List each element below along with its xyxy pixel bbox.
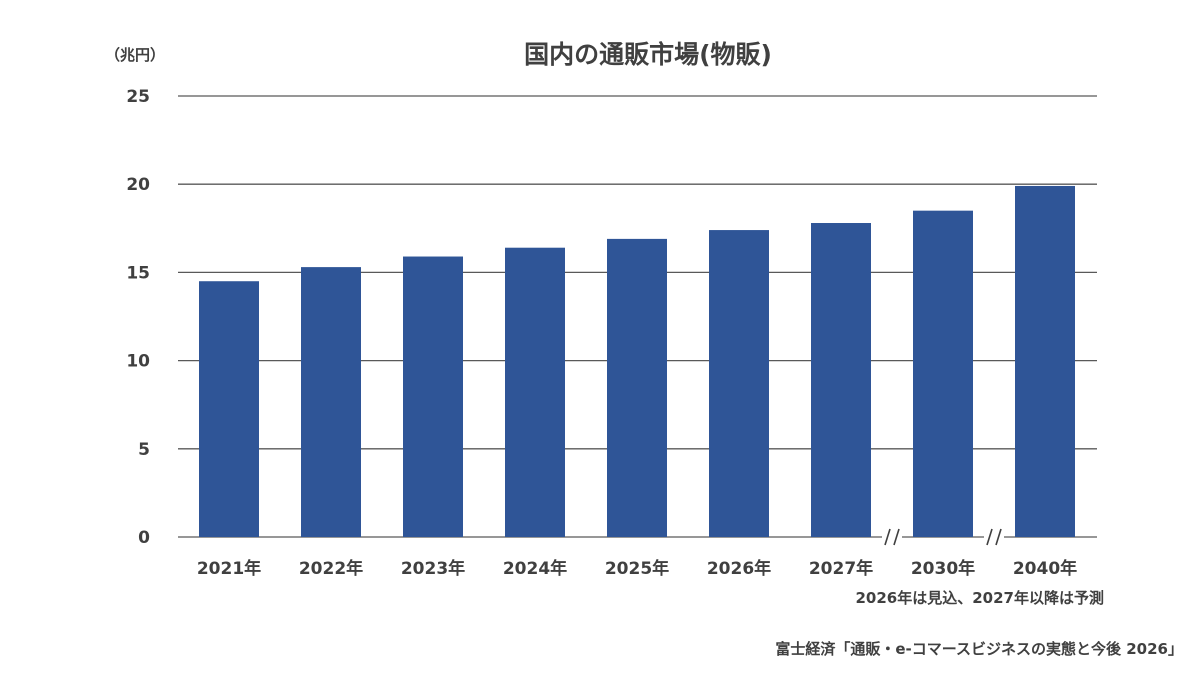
x-tick-label: 2026年 xyxy=(707,558,771,579)
x-tick-label: 2021年 xyxy=(197,558,261,579)
axis-break-mark xyxy=(882,528,902,546)
x-tick-label: 2025年 xyxy=(605,558,669,579)
y-tick-label: 15 xyxy=(126,263,150,283)
x-tick-label: 2040年 xyxy=(1013,558,1077,579)
bar xyxy=(301,267,361,537)
bar xyxy=(607,238,667,537)
y-tick-label: 0 xyxy=(138,528,150,548)
chart-title: 国内の通販市場(物販) xyxy=(524,40,772,69)
y-axis-unit-label: （兆円） xyxy=(105,46,165,64)
x-tick-label: 2023年 xyxy=(401,558,465,579)
x-tick-label: 2030年 xyxy=(911,558,975,579)
axis-breaks xyxy=(882,528,1004,546)
y-tick-label: 25 xyxy=(126,87,150,107)
source-credit: 富士経済「通販・e-コマースビジネスの実態と今後 2026」 xyxy=(775,640,1183,658)
bar xyxy=(403,256,463,537)
x-tick-label: 2024年 xyxy=(503,558,567,579)
bar xyxy=(505,247,565,538)
bar xyxy=(709,230,769,537)
bar xyxy=(199,281,259,537)
bar xyxy=(811,223,871,537)
bars xyxy=(199,185,1075,538)
axis-break-mark xyxy=(984,528,1004,546)
x-tick-label: 2027年 xyxy=(809,558,873,579)
y-tick-label: 10 xyxy=(126,352,150,372)
bar xyxy=(1015,185,1075,538)
bar xyxy=(913,210,973,537)
x-axis-ticks: 2021年 2022年 2023年 2024年 2025年 2026年 2027年 2030年… xyxy=(197,558,1077,579)
y-axis-ticks: 0 5 10 15 20 25 xyxy=(126,87,150,548)
forecast-note: 2026年は見込、2027年以降は予測 xyxy=(856,589,1105,607)
y-tick-label: 5 xyxy=(138,440,150,460)
y-tick-label: 20 xyxy=(126,175,150,195)
x-tick-label: 2022年 xyxy=(299,558,363,579)
